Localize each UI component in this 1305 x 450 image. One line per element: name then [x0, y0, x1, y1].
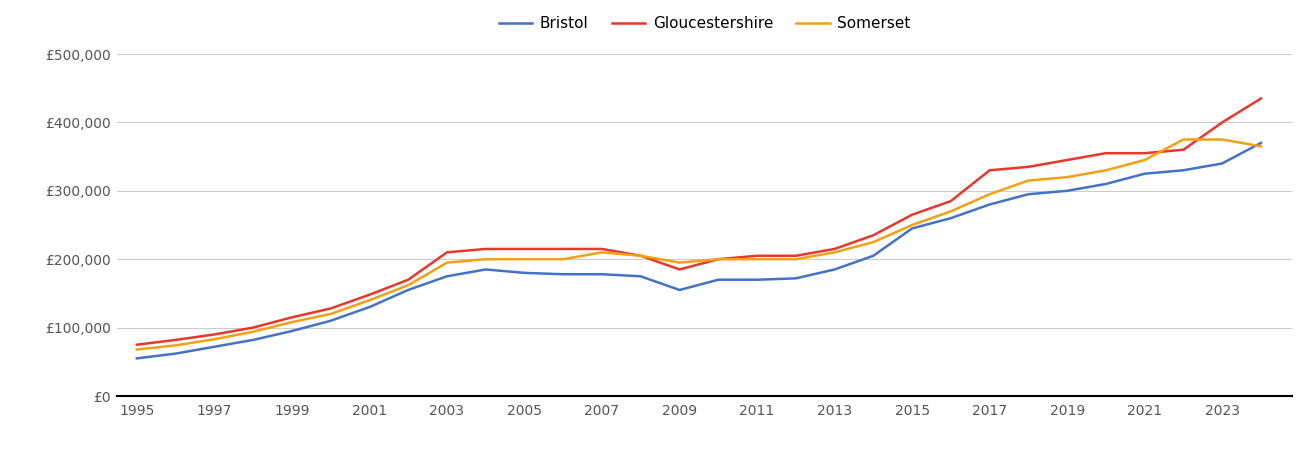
Somerset: [478, 256, 493, 262]
Gloucestershire: [944, 198, 959, 204]
Somerset: [517, 256, 532, 262]
Gloucestershire: [168, 337, 184, 342]
Somerset: [1098, 167, 1113, 173]
Bristol: [1176, 167, 1191, 173]
Gloucestershire: [322, 306, 338, 311]
Bristol: [865, 253, 881, 258]
Bristol: [749, 277, 765, 283]
Gloucestershire: [904, 212, 920, 217]
Legend: Bristol, Gloucestershire, Somerset: Bristol, Gloucestershire, Somerset: [492, 10, 917, 37]
Bristol: [827, 267, 843, 272]
Bristol: [401, 287, 416, 292]
Gloucestershire: [1215, 120, 1231, 125]
Somerset: [129, 347, 145, 352]
Gloucestershire: [1060, 158, 1075, 163]
Bristol: [904, 226, 920, 231]
Bristol: [438, 274, 454, 279]
Somerset: [1021, 178, 1036, 183]
Bristol: [245, 337, 261, 342]
Gloucestershire: [245, 325, 261, 330]
Somerset: [827, 250, 843, 255]
Somerset: [672, 260, 688, 265]
Gloucestershire: [865, 233, 881, 238]
Gloucestershire: [129, 342, 145, 347]
Gloucestershire: [710, 256, 726, 262]
Somerset: [284, 320, 300, 325]
Somerset: [710, 256, 726, 262]
Bristol: [788, 276, 804, 281]
Gloucestershire: [788, 253, 804, 258]
Gloucestershire: [1253, 96, 1268, 101]
Somerset: [361, 297, 377, 303]
Bristol: [1060, 188, 1075, 194]
Somerset: [245, 329, 261, 334]
Gloucestershire: [438, 250, 454, 255]
Bristol: [361, 304, 377, 310]
Somerset: [1253, 144, 1268, 149]
Somerset: [1176, 137, 1191, 142]
Somerset: [438, 260, 454, 265]
Gloucestershire: [361, 292, 377, 297]
Somerset: [168, 343, 184, 348]
Gloucestershire: [672, 267, 688, 272]
Somerset: [1215, 137, 1231, 142]
Gloucestershire: [517, 246, 532, 252]
Somerset: [788, 256, 804, 262]
Somerset: [1060, 175, 1075, 180]
Bristol: [710, 277, 726, 283]
Gloucestershire: [478, 246, 493, 252]
Bristol: [206, 344, 222, 350]
Line: Bristol: Bristol: [137, 143, 1261, 358]
Bristol: [478, 267, 493, 272]
Gloucestershire: [1137, 150, 1152, 156]
Bristol: [1215, 161, 1231, 166]
Bristol: [981, 202, 997, 207]
Somerset: [904, 222, 920, 228]
Bristol: [633, 274, 649, 279]
Gloucestershire: [827, 246, 843, 252]
Gloucestershire: [981, 167, 997, 173]
Bristol: [672, 287, 688, 292]
Gloucestershire: [1098, 150, 1113, 156]
Somerset: [981, 192, 997, 197]
Gloucestershire: [206, 332, 222, 337]
Gloucestershire: [556, 246, 572, 252]
Bristol: [1253, 140, 1268, 146]
Gloucestershire: [594, 246, 609, 252]
Somerset: [401, 283, 416, 288]
Line: Gloucestershire: Gloucestershire: [137, 99, 1261, 345]
Bristol: [556, 271, 572, 277]
Bristol: [129, 356, 145, 361]
Gloucestershire: [633, 253, 649, 258]
Bristol: [1021, 192, 1036, 197]
Somerset: [1137, 158, 1152, 163]
Bristol: [284, 328, 300, 334]
Gloucestershire: [284, 315, 300, 320]
Line: Somerset: Somerset: [137, 140, 1261, 350]
Gloucestershire: [1176, 147, 1191, 153]
Bristol: [322, 318, 338, 324]
Gloucestershire: [749, 253, 765, 258]
Bristol: [594, 271, 609, 277]
Bristol: [1098, 181, 1113, 187]
Bristol: [517, 270, 532, 275]
Somerset: [865, 239, 881, 245]
Somerset: [633, 253, 649, 258]
Bristol: [1137, 171, 1152, 176]
Bristol: [168, 351, 184, 356]
Somerset: [322, 311, 338, 317]
Somerset: [206, 337, 222, 342]
Somerset: [749, 256, 765, 262]
Somerset: [556, 256, 572, 262]
Gloucestershire: [1021, 164, 1036, 170]
Gloucestershire: [401, 277, 416, 283]
Bristol: [944, 216, 959, 221]
Somerset: [944, 209, 959, 214]
Somerset: [594, 250, 609, 255]
